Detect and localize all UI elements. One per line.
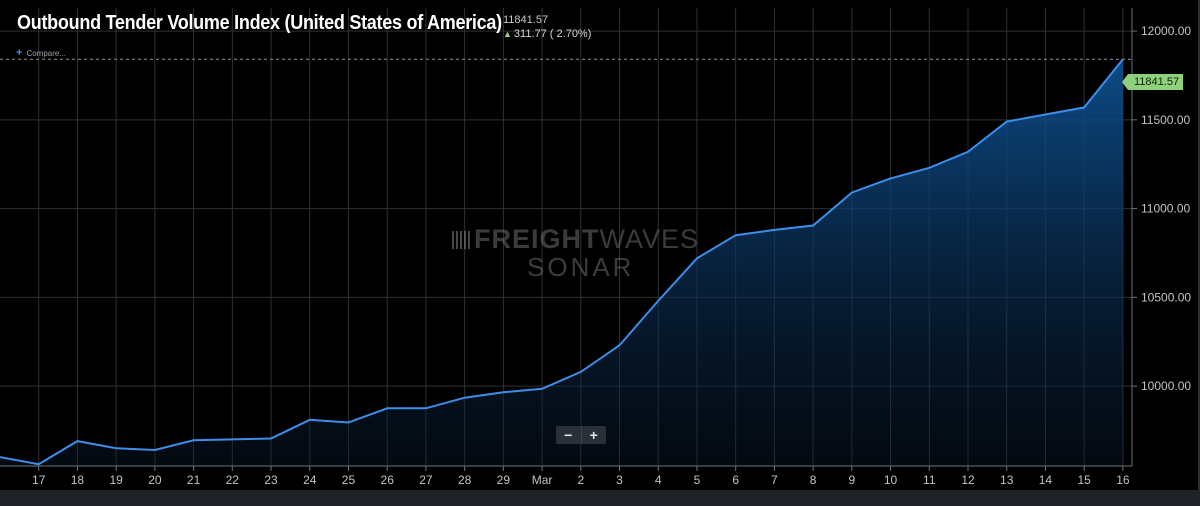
x-tick-label: 15 [1077, 473, 1091, 487]
zoom-in-button[interactable]: + [580, 426, 607, 444]
y-tick-label: 11000.00 [1141, 202, 1190, 216]
x-tick-label: 11 [923, 473, 936, 487]
y-tick-label: 11500.00 [1141, 113, 1190, 127]
x-tick-label: 21 [187, 473, 201, 487]
y-tick-label: 10500.00 [1141, 290, 1191, 304]
zoom-controls: − + [556, 426, 606, 444]
x-tick-label: 26 [381, 473, 395, 487]
x-tick-label: Mar [532, 473, 553, 487]
x-tick-label: 29 [497, 473, 511, 487]
x-tick-label: 4 [655, 473, 662, 487]
compare-label: Compare... [26, 49, 67, 58]
up-arrow-icon: ▲ [503, 29, 512, 39]
last-value-readout: 11841.57 [503, 14, 549, 26]
last-price-tag: 11841.57 [1121, 74, 1184, 90]
change-readout: ▲ 311.77 ( 2.70%) [503, 28, 591, 40]
x-tick-label: 19 [109, 473, 123, 487]
x-tick-label: 6 [732, 473, 739, 487]
series-area [0, 59, 1123, 466]
x-tick-label: 23 [264, 473, 278, 487]
x-tick-label: 12 [961, 473, 975, 487]
zoom-out-button[interactable]: − [564, 427, 573, 443]
x-tick-label: 24 [303, 473, 317, 487]
x-tick-label: 9 [848, 473, 855, 487]
x-tick-label: 2 [577, 473, 584, 487]
x-tick-label: 27 [419, 473, 433, 487]
compare-button[interactable]: + Compare... [16, 47, 66, 59]
watermark-bold-text: FREIGHT [474, 224, 600, 254]
y-axis: 10000.00 10500.00 11000.00 11500.00 12000.00 [1131, 8, 1191, 466]
x-tick-label: 28 [458, 473, 472, 487]
y-tick-label: 10000.00 [1141, 379, 1191, 393]
x-tick-label: 16 [1116, 473, 1130, 487]
x-tick-label: 13 [1000, 473, 1014, 487]
bottom-strip [0, 490, 1200, 506]
x-axis: 17 18 19 20 21 22 23 24 25 26 27 28 29 Mar 2 3 4 5 6 7 8 9 10 1… [0, 465, 1132, 487]
y-tick-label: 12000.00 [1141, 24, 1191, 38]
watermark-freightwaves: FREIGHTWAVES [452, 224, 699, 255]
chart-title: Outbound Tender Volume Index (United Sta… [17, 12, 502, 34]
x-tick-label: 14 [1039, 473, 1053, 487]
plus-icon: + [16, 47, 23, 59]
series-line [0, 58, 1124, 466]
watermark-sonar: SONAR [527, 252, 635, 282]
x-tick-label: 18 [71, 473, 85, 487]
x-tick-label: 10 [884, 473, 898, 487]
x-tick-label: 25 [342, 473, 356, 487]
x-tick-label: 22 [226, 473, 240, 487]
x-tick-label: 5 [694, 473, 701, 487]
change-text: 311.77 ( 2.70%) [513, 28, 592, 40]
x-tick-label: 17 [32, 473, 46, 487]
x-tick-label: 20 [148, 473, 162, 487]
freightwaves-logo-icon [452, 231, 470, 249]
x-tick-label: 8 [810, 473, 817, 487]
x-tick-label: 3 [616, 473, 623, 487]
x-tick-label: 7 [771, 473, 778, 487]
watermark-light-text: WAVES [599, 224, 700, 254]
